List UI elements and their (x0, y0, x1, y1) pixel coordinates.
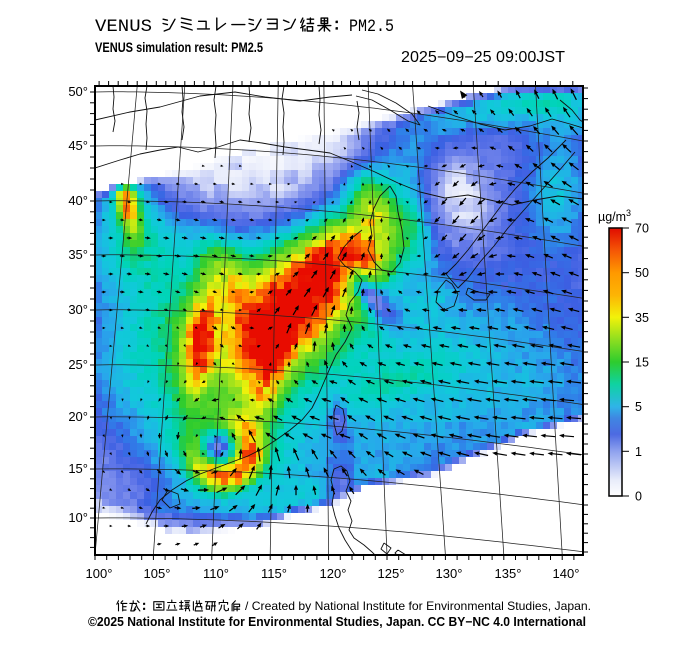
svg-text:35: 35 (635, 311, 649, 325)
svg-text:130°: 130° (436, 566, 463, 581)
svg-text:/ Created by National Institut: / Created by National Institute for Envi… (245, 600, 591, 613)
svg-text:3: 3 (626, 208, 631, 218)
svg-text:VENUS: VENUS (95, 17, 152, 37)
svg-text:50: 50 (635, 266, 649, 280)
svg-text:2025−09−25 09:00JST: 2025−09−25 09:00JST (401, 49, 566, 66)
svg-text:110°: 110° (203, 566, 229, 581)
svg-text:15°: 15° (68, 461, 88, 476)
svg-text:140°: 140° (553, 566, 580, 581)
svg-text:105°: 105° (144, 566, 171, 581)
svg-text:115°: 115° (261, 566, 287, 581)
svg-text:45°: 45° (68, 138, 88, 153)
svg-text:50°: 50° (68, 84, 88, 99)
svg-text:100°: 100° (86, 566, 113, 581)
svg-text:70: 70 (635, 222, 649, 236)
svg-text:10°: 10° (68, 510, 88, 525)
svg-text:µg/m: µg/m (598, 210, 626, 224)
svg-text:25°: 25° (68, 357, 88, 372)
svg-text:35°: 35° (68, 247, 88, 262)
svg-text:0: 0 (635, 490, 642, 504)
svg-text:PM2.5: PM2.5 (349, 17, 394, 37)
svg-text:40°: 40° (68, 193, 88, 208)
svg-text:5: 5 (635, 400, 642, 414)
svg-text:30°: 30° (68, 302, 88, 317)
svg-text:15: 15 (635, 356, 649, 370)
svg-text:1: 1 (635, 445, 642, 459)
svg-text:135°: 135° (495, 566, 522, 581)
svg-text:120°: 120° (320, 566, 347, 581)
svg-text:125°: 125° (378, 566, 405, 581)
svg-text:20°: 20° (68, 409, 88, 424)
svg-text:©2025 National Institute for E: ©2025 National Institute for Environment… (88, 615, 586, 629)
svg-text:VENUS simulation result: PM2.5: VENUS simulation result: PM2.5 (95, 40, 263, 55)
